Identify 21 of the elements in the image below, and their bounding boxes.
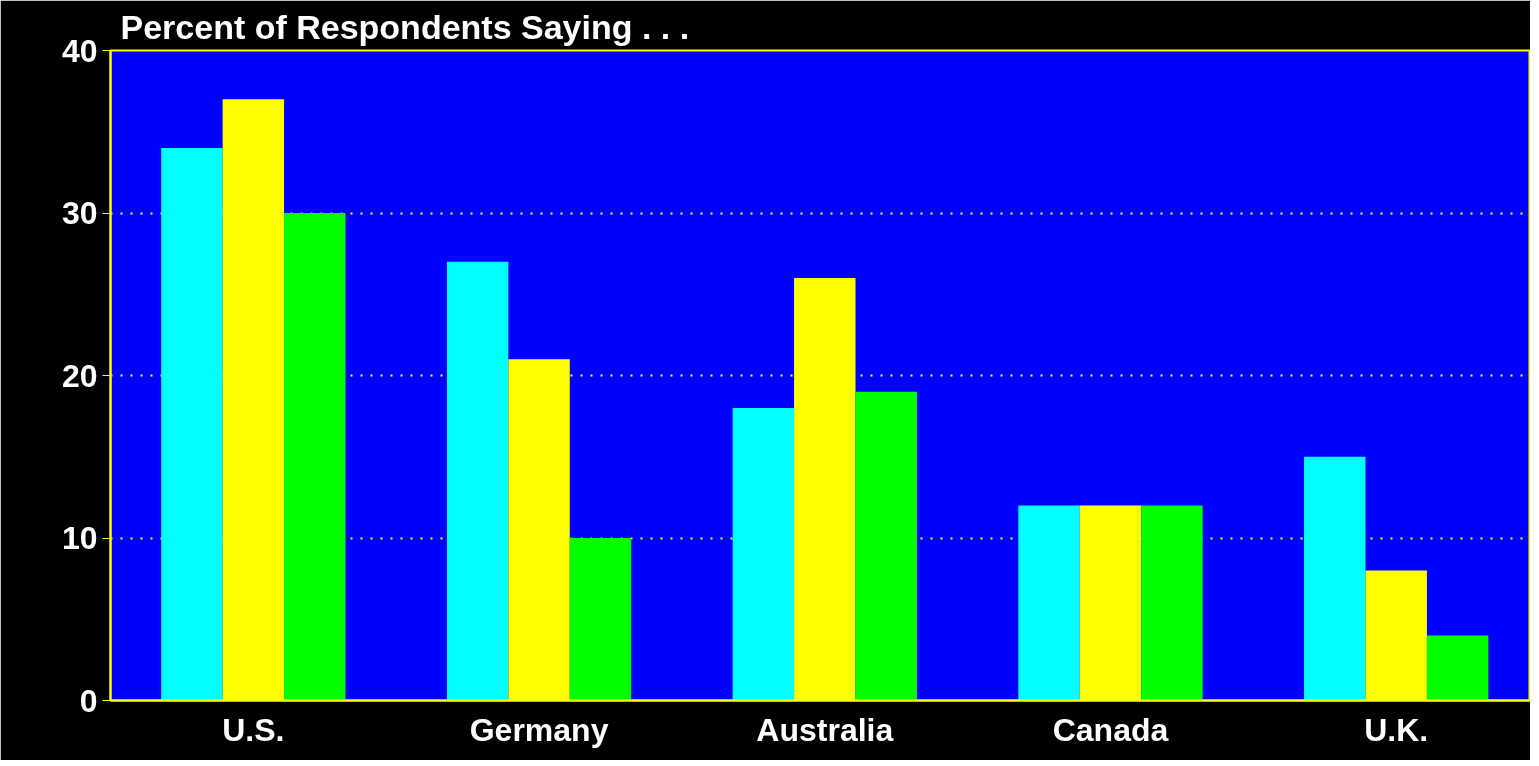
bar [161, 148, 223, 701]
bar [855, 391, 917, 701]
x-tick-label: U.K. [1364, 711, 1429, 748]
bar [1304, 456, 1366, 701]
y-tick-label: 20 [61, 357, 98, 394]
bar [732, 408, 795, 701]
x-tick-label: Australia [756, 711, 894, 748]
x-tick-label: Canada [1052, 711, 1169, 748]
y-tick-label: 40 [61, 32, 98, 69]
y-tick-label: 10 [61, 520, 98, 556]
y-tick-label: 30 [61, 195, 98, 231]
bar [1141, 505, 1203, 701]
bar [1426, 635, 1489, 701]
bar [446, 261, 509, 701]
y-tick-label: 0 [79, 682, 98, 719]
bar [284, 213, 346, 701]
x-tick-label: U.S. [222, 711, 285, 748]
bar [569, 538, 632, 701]
bar [1018, 505, 1080, 701]
chart-title: Percent of Respondents Saying . . . [120, 7, 690, 46]
x-tick-label: Germany [469, 711, 609, 748]
